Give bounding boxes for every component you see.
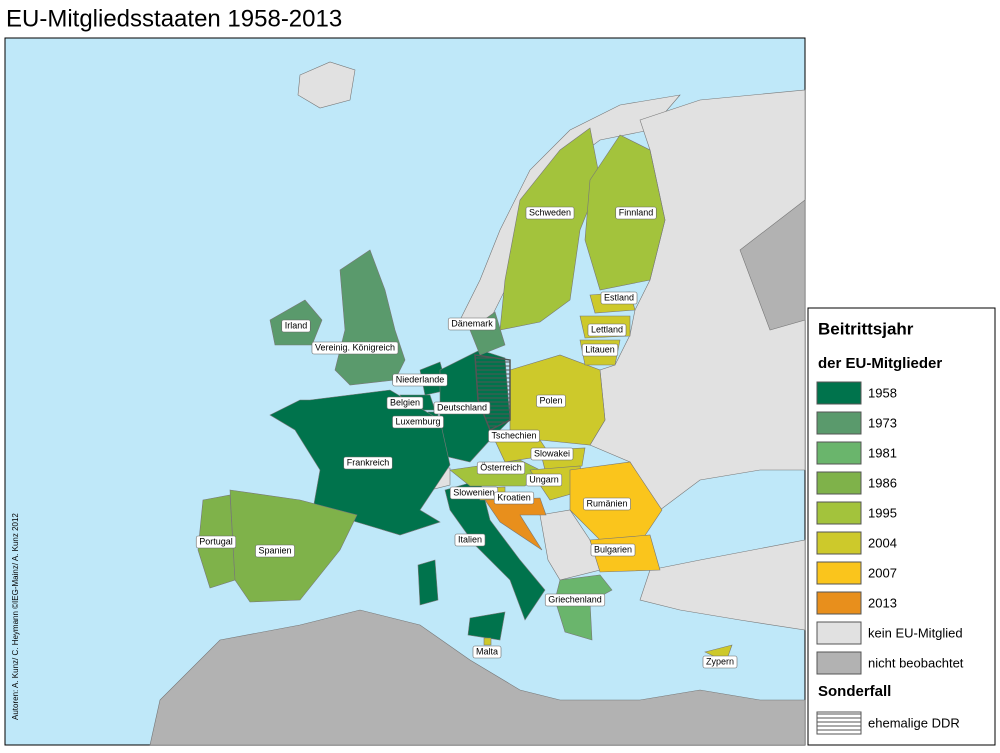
country-label-box <box>525 473 563 487</box>
country-label: Luxemburg <box>395 416 440 426</box>
north-africa <box>149 609 806 746</box>
country-label: Estland <box>604 292 634 302</box>
legend-label: nicht beobachtet <box>868 655 964 670</box>
country-label: Spanien <box>258 545 291 555</box>
country-shape <box>467 611 506 641</box>
country-label: Bulgarien <box>594 544 632 554</box>
country-label: Niederlande <box>396 374 445 384</box>
country-label-box <box>536 394 566 408</box>
country-shape <box>484 497 547 551</box>
country-label: Kroatien <box>497 492 531 502</box>
map-title: EU-Mitgliedsstaaten 1958-2013 <box>6 5 342 32</box>
legend-swatch-ddr <box>816 711 862 735</box>
country-label-box <box>386 396 424 410</box>
legend-label: 1973 <box>868 415 897 430</box>
country-label-box <box>587 323 627 337</box>
country-label: Portugal <box>199 536 233 546</box>
country-label-box <box>476 461 526 475</box>
credit: Autoren: A. Kunz/ C. Heymann ©IEG-Mainz/… <box>11 513 20 720</box>
legend-box <box>807 307 996 746</box>
legend-swatch <box>816 501 862 525</box>
legend-special-title: Sonderfall <box>818 683 891 700</box>
legend-label: 2007 <box>868 565 897 580</box>
iceland <box>297 61 356 109</box>
country-label-box <box>433 401 491 415</box>
country-label-box <box>530 447 574 461</box>
legend-label: 2004 <box>868 535 897 550</box>
country-label: Belgien <box>390 397 420 407</box>
country-label: Vereinig. Königreich <box>315 342 395 352</box>
countries <box>197 127 733 663</box>
legend-label: 1995 <box>868 505 897 520</box>
country-labels: Niederlande Belgien Deutschland Luxemburg Fr… <box>195 206 738 669</box>
country-label: Malta <box>476 646 498 656</box>
country-label-box <box>447 317 497 331</box>
country-label: Slowakei <box>534 448 570 458</box>
country-shape <box>499 127 601 331</box>
country-shape <box>483 637 492 646</box>
country-label: Tschechien <box>491 430 536 440</box>
turkey <box>639 539 806 631</box>
country-label: Österreich <box>480 462 522 472</box>
legend-label: 1981 <box>868 445 897 460</box>
legend-swatch <box>816 531 862 555</box>
country-label: Griechenland <box>548 594 602 604</box>
legend-subtitle: der EU-Mitglieder <box>818 355 942 372</box>
country-label-box <box>472 645 502 659</box>
country-label: Irland <box>285 320 308 330</box>
country-label-box <box>590 543 636 557</box>
country-label: Ungarn <box>529 474 559 484</box>
legend-title: Beitrittsjahr <box>818 319 914 338</box>
legend-swatch <box>816 381 862 405</box>
east-unobserved <box>739 199 806 331</box>
legend-swatch <box>816 651 862 675</box>
legend-swatch <box>816 591 862 615</box>
legend-label: 1986 <box>868 475 897 490</box>
country-label-box <box>615 206 657 220</box>
legend-swatch <box>816 561 862 585</box>
country-label-box <box>311 341 399 355</box>
country-label-box <box>454 533 486 547</box>
non-members <box>149 61 806 746</box>
country-label-box <box>392 373 448 387</box>
country-label-box <box>255 544 295 558</box>
country-label: Finnland <box>619 207 654 217</box>
country-label: Zypern <box>706 656 734 666</box>
country-label: Deutschland <box>437 402 487 412</box>
country-label: Rumänien <box>586 498 627 508</box>
country-label: Polen <box>539 395 562 405</box>
country-label-box <box>600 291 638 305</box>
legend-special-label: ehemalige DDR <box>868 715 960 730</box>
legend-swatch <box>816 621 862 645</box>
country-shape <box>417 559 439 606</box>
country-label-box <box>281 319 311 333</box>
country-label: Dänemark <box>451 318 493 328</box>
country-label: Italien <box>458 534 482 544</box>
country-label-box <box>702 655 738 669</box>
legend-swatch <box>816 471 862 495</box>
country-label: Slowenien <box>453 487 495 497</box>
country-label: Lettland <box>591 324 623 334</box>
legend-label: 1958 <box>868 385 897 400</box>
country-label-box <box>195 535 237 549</box>
legend-swatch <box>816 441 862 465</box>
country-label-box <box>525 206 575 220</box>
country-label-box <box>392 415 444 429</box>
country-label: Litauen <box>585 344 615 354</box>
country-label-box <box>581 343 619 357</box>
country-label-box <box>493 491 535 505</box>
legend-label: 2013 <box>868 595 897 610</box>
legend-label: kein EU-Mitglied <box>868 625 963 640</box>
country-label: Schweden <box>529 207 571 217</box>
legend-swatch <box>816 411 862 435</box>
country-label-box <box>488 429 540 443</box>
country-label: Frankreich <box>347 457 390 467</box>
country-label-box <box>343 456 393 470</box>
country-label-box <box>583 497 631 511</box>
country-label-box <box>544 593 606 607</box>
legend-items: 1958 1973 1981 1986 1995 2004 2007 2013 kein EU-… <box>816 381 964 675</box>
